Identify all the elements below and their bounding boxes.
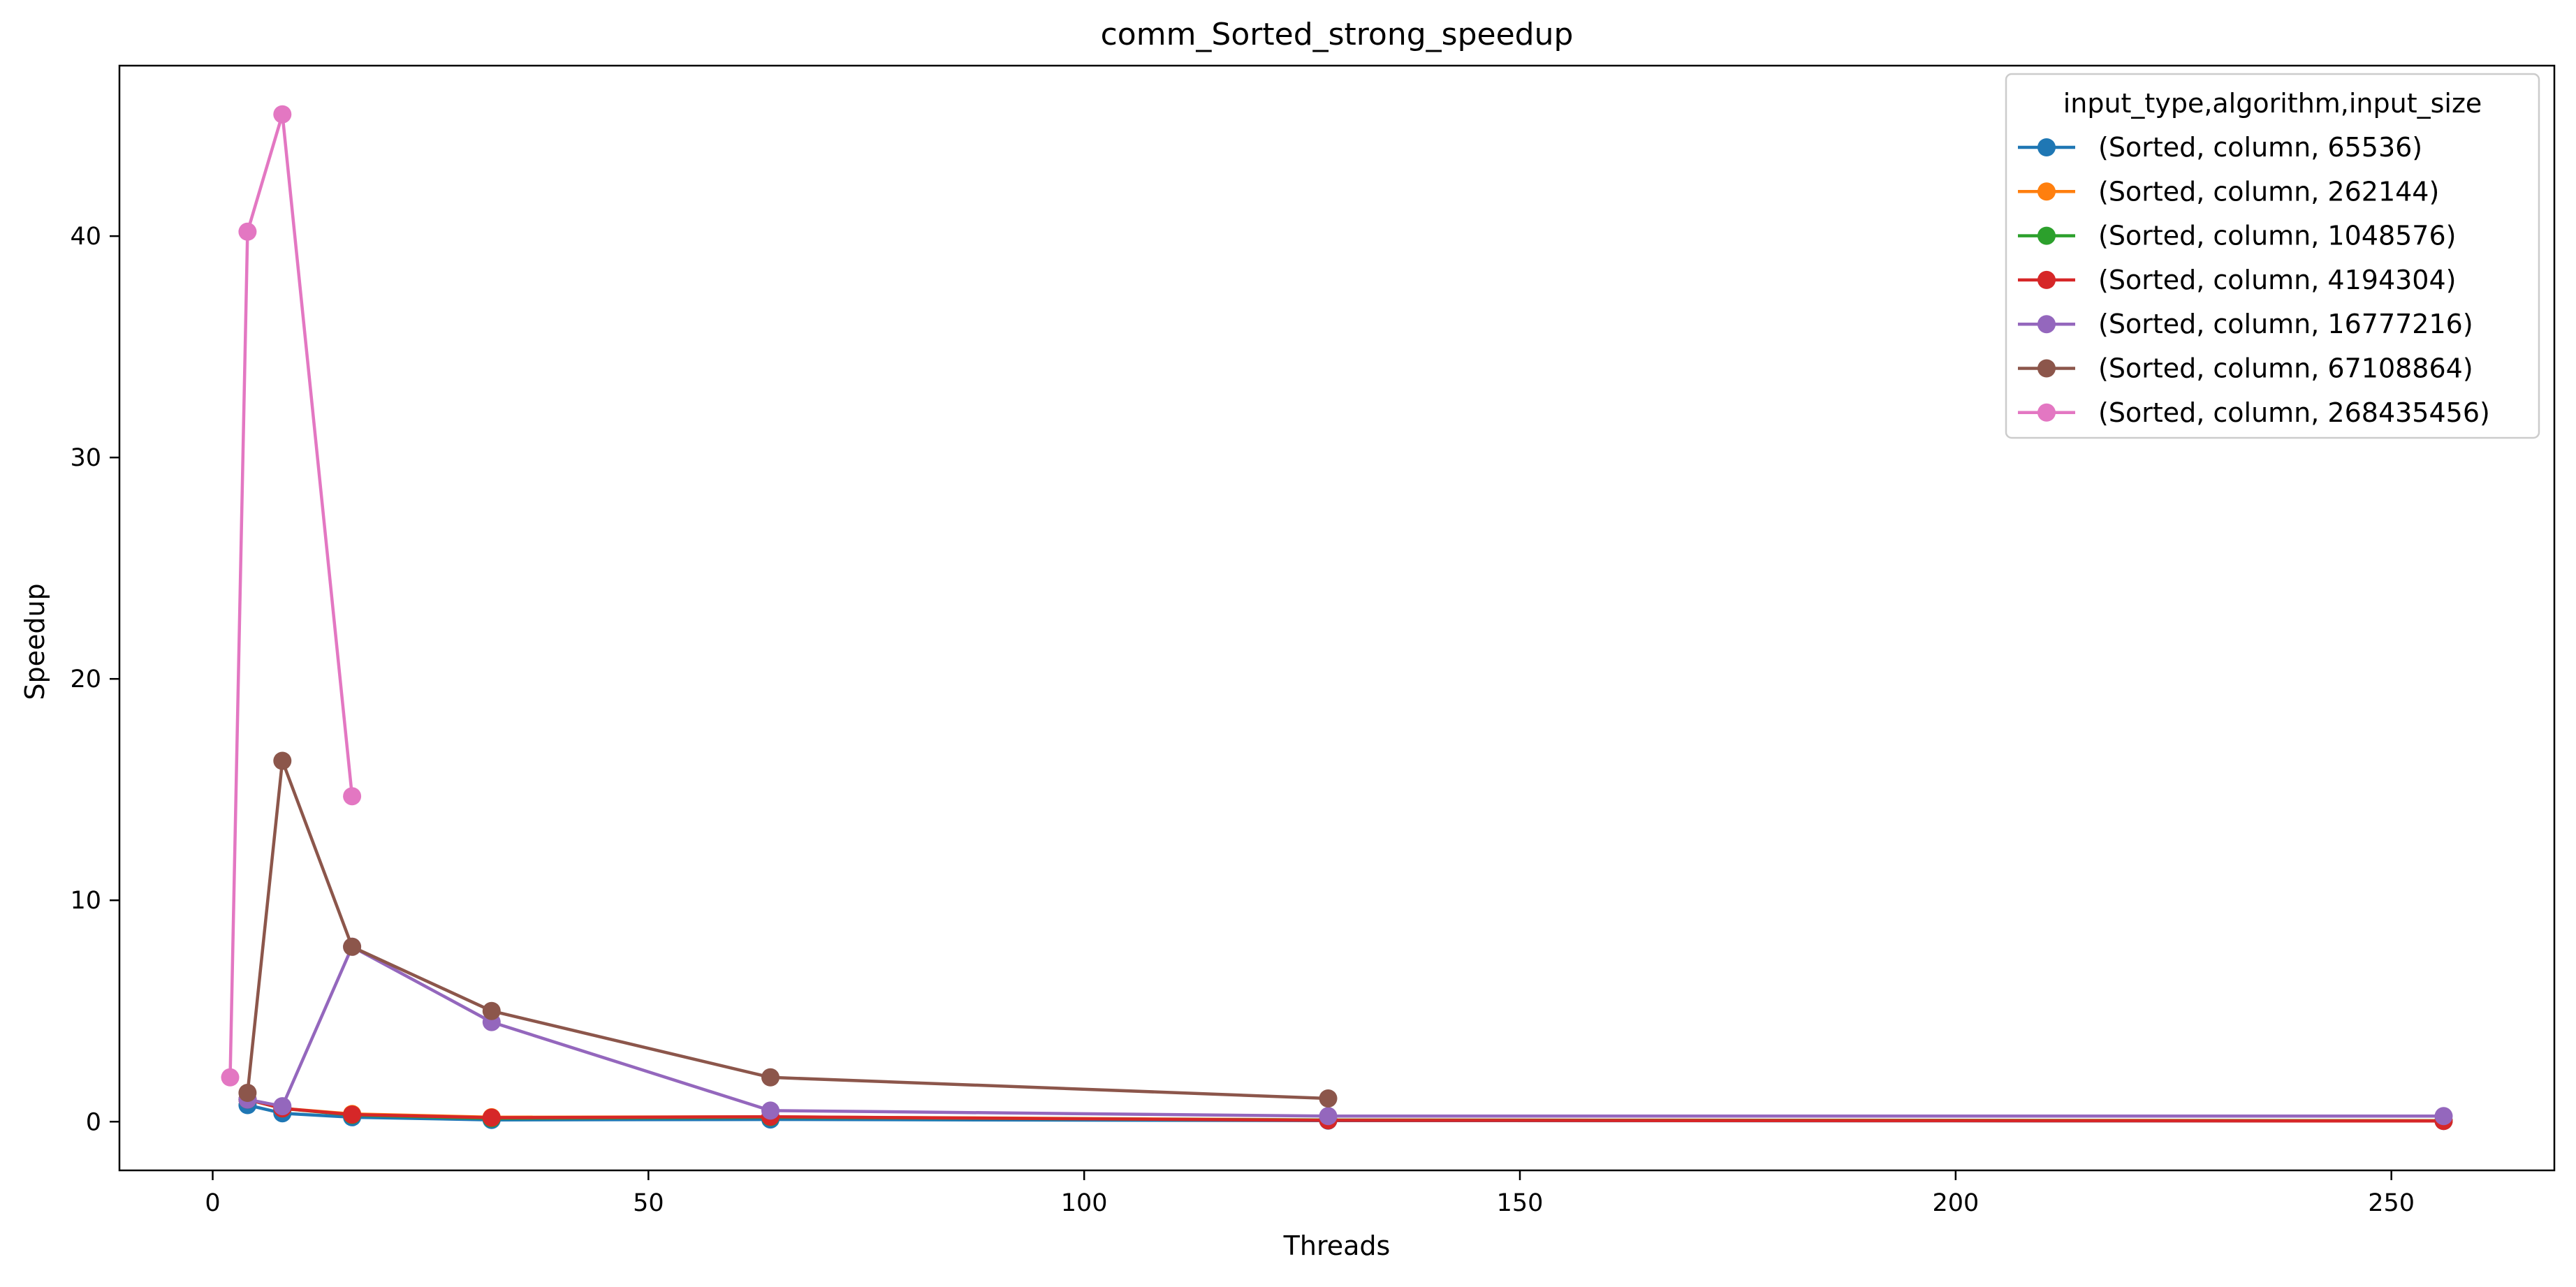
legend-label: (Sorted, column, 1048576) [2098, 221, 2456, 251]
data-point [482, 1001, 501, 1020]
x-tick-label: 0 [205, 1189, 220, 1217]
legend-swatch-marker [2037, 182, 2056, 201]
data-point [2434, 1107, 2453, 1126]
axes: 0 50 100 150 200 250 0 10 20 30 40 [70, 64, 2556, 1217]
legend-swatch-marker [2037, 270, 2056, 289]
legend-item: (Sorted, column, 67108864) [2018, 353, 2473, 384]
y-tick-label: 30 [70, 444, 101, 472]
legend-item: (Sorted, column, 1048576) [2018, 221, 2456, 251]
data-point [221, 1068, 240, 1087]
legend-label: (Sorted, column, 268435456) [2098, 397, 2490, 428]
series-line [228, 112, 354, 1080]
legend-item: (Sorted, column, 262144) [2018, 176, 2439, 207]
y-tick-label: 0 [86, 1108, 101, 1136]
legend: input_type,algorithm,input_size (Sorted, … [2005, 73, 2540, 439]
data-point [343, 937, 362, 956]
legend-swatch-marker [2037, 359, 2056, 378]
data-point [343, 1105, 362, 1124]
y-tick-label: 20 [70, 665, 101, 693]
x-tick-label: 250 [2368, 1189, 2415, 1217]
data-point [1319, 1107, 1338, 1126]
plot-area [221, 105, 2453, 1131]
series-7 [221, 105, 362, 1087]
legend-label: (Sorted, column, 16777216) [2098, 309, 2473, 339]
x-tick-label: 50 [633, 1189, 664, 1217]
y-axis-label: Speedup [20, 583, 50, 700]
legend-swatch-marker [2037, 226, 2056, 245]
legend-item: (Sorted, column, 16777216) [2018, 309, 2473, 339]
legend-item: (Sorted, column, 65536) [2018, 132, 2422, 163]
legend-label: (Sorted, column, 67108864) [2098, 353, 2473, 384]
x-tick-label: 200 [1932, 1189, 1979, 1217]
legend-label: (Sorted, column, 262144) [2098, 176, 2439, 207]
legend-swatch-marker [2037, 138, 2056, 156]
data-point [761, 1068, 780, 1087]
data-point [273, 1097, 292, 1116]
data-point [482, 1108, 501, 1127]
x-axis-label: Threads [1283, 1230, 1391, 1261]
legend-item: (Sorted, column, 268435456) [2018, 397, 2490, 428]
data-point [238, 222, 257, 241]
series-6 [238, 751, 1338, 1108]
legend-swatch-marker [2037, 315, 2056, 334]
data-point [1319, 1089, 1338, 1108]
legend-title: input_type,algorithm,input_size [2063, 88, 2482, 119]
plot-frame [118, 64, 2556, 1172]
x-tick-label: 150 [1497, 1189, 1544, 1217]
data-point [238, 1084, 257, 1102]
data-point [273, 751, 292, 770]
data-point [761, 1101, 780, 1120]
legend-item: (Sorted, column, 4194304) [2018, 265, 2456, 295]
legend-label: (Sorted, column, 65536) [2098, 132, 2422, 163]
legend-label: (Sorted, column, 4194304) [2098, 265, 2456, 295]
legend-box [2005, 73, 2540, 439]
legend-swatch-marker [2037, 403, 2056, 422]
x-tick-label: 100 [1061, 1189, 1108, 1217]
series-line [246, 759, 1330, 1101]
data-point [273, 105, 292, 124]
y-tick-label: 40 [70, 223, 101, 251]
data-point [343, 787, 362, 806]
chart-title: comm_Sorted_strong_speedup [1101, 17, 1574, 52]
y-tick-label: 10 [70, 887, 101, 915]
